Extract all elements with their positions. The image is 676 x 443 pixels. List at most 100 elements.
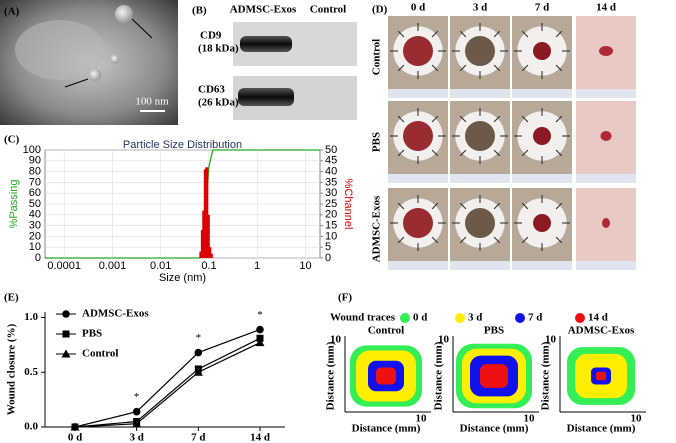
x-axis-label: Size (nm) bbox=[159, 272, 206, 284]
wound-photos: 0 d 3 d 7 d 14 d Control PBS ADMSC-Exos bbox=[371, 2, 636, 270]
suture bbox=[521, 202, 529, 210]
wound bbox=[602, 218, 610, 228]
y-tick-label: 10 bbox=[29, 241, 41, 253]
suture bbox=[431, 202, 439, 210]
suture bbox=[459, 236, 467, 244]
x-tick-label: 10 bbox=[299, 260, 311, 272]
suture bbox=[493, 202, 501, 210]
y2-tick-label: 45 bbox=[325, 155, 337, 167]
wound bbox=[533, 42, 551, 60]
wound bbox=[600, 131, 612, 141]
column-label: 7 d bbox=[535, 2, 549, 14]
suture bbox=[555, 202, 563, 210]
ruler bbox=[450, 89, 510, 98]
bar bbox=[209, 253, 213, 258]
x-tick-label: 7 d bbox=[191, 432, 205, 443]
suture bbox=[493, 236, 501, 244]
marker bbox=[194, 348, 203, 357]
ruler bbox=[576, 174, 636, 183]
suture bbox=[555, 64, 563, 72]
tem-image bbox=[0, 0, 178, 125]
y2-tick-label: 15 bbox=[325, 220, 337, 232]
plot-title: Control bbox=[368, 325, 404, 337]
suture bbox=[493, 64, 501, 72]
bar bbox=[205, 167, 209, 258]
x-axis-label: Distance (mm) bbox=[567, 423, 636, 435]
marker bbox=[255, 338, 265, 347]
y-tick-label: 20 bbox=[29, 230, 41, 242]
wound bbox=[403, 208, 433, 238]
x-tick-label: 1 bbox=[254, 260, 260, 272]
annotation: * bbox=[196, 332, 202, 344]
marker bbox=[70, 422, 80, 431]
suture bbox=[459, 115, 467, 123]
marker bbox=[132, 407, 141, 416]
legend-label: 0 d bbox=[413, 312, 427, 324]
y2-tick-label: 5 bbox=[325, 241, 331, 253]
chart-title: Particle Size Distribution bbox=[123, 139, 242, 151]
marker bbox=[132, 419, 142, 428]
y2-axis-label: %Channel bbox=[342, 179, 354, 230]
panel-label: (F) bbox=[338, 292, 352, 304]
suture bbox=[555, 149, 563, 157]
blot-row: CD9 bbox=[200, 30, 222, 42]
suture bbox=[521, 30, 529, 38]
plot-title: ADMSC-Exos bbox=[568, 325, 635, 337]
y-axis-label: Wound closure (%) bbox=[6, 323, 18, 415]
line bbox=[74, 342, 261, 428]
panel-label: (A) bbox=[4, 6, 20, 18]
y2-tick-label: 10 bbox=[325, 230, 337, 242]
trace bbox=[596, 371, 606, 381]
y2-tick-label: 35 bbox=[325, 176, 337, 188]
legend-label: 14 d bbox=[588, 312, 608, 324]
y-tick-label: 1.0 bbox=[24, 311, 38, 323]
x-tick-label: 10 bbox=[416, 413, 428, 425]
y-tick-label: 0.5 bbox=[24, 366, 38, 378]
blot-row: (18 kDa) bbox=[198, 43, 239, 55]
blot-row: (26 kDa) bbox=[198, 97, 239, 109]
suture bbox=[493, 115, 501, 123]
y-tick-label: 80 bbox=[29, 166, 41, 178]
ruler bbox=[512, 261, 572, 270]
marker bbox=[256, 325, 264, 334]
annotation: * bbox=[134, 391, 140, 403]
legend-label: PBS bbox=[82, 328, 102, 340]
line bbox=[74, 328, 261, 428]
ruler bbox=[450, 261, 510, 270]
suture bbox=[555, 30, 563, 38]
x-tick-label: 0.0001 bbox=[47, 260, 81, 272]
y-tick-label: 100 bbox=[23, 144, 41, 156]
blot-row: CD63 bbox=[198, 84, 225, 96]
suture bbox=[397, 149, 405, 157]
x-tick-label: 0.1 bbox=[201, 260, 216, 272]
y-axis-label: Distance (mm) bbox=[325, 341, 337, 410]
wound bbox=[533, 127, 551, 145]
blot-column: Control bbox=[310, 4, 346, 16]
wound bbox=[533, 214, 551, 232]
bar bbox=[208, 247, 212, 258]
plot-title: PBS bbox=[484, 325, 504, 337]
photo bbox=[576, 101, 636, 183]
trace bbox=[376, 367, 396, 385]
y-axis-label: Distance (mm) bbox=[433, 341, 445, 410]
ruler bbox=[512, 89, 572, 98]
panel-label: (C) bbox=[4, 134, 20, 146]
marker bbox=[62, 330, 70, 338]
suture bbox=[521, 149, 529, 157]
photo bbox=[576, 16, 636, 98]
x-axis-label: Distance (mm) bbox=[352, 423, 421, 435]
legend-title: Wound traces bbox=[330, 312, 396, 324]
row-label: ADMSC-Exos bbox=[371, 195, 383, 262]
y-axis-label: %Passing bbox=[8, 180, 20, 229]
wound bbox=[465, 121, 495, 151]
annotation: * bbox=[257, 309, 263, 321]
suture bbox=[555, 236, 563, 244]
line bbox=[74, 337, 261, 428]
y-tick-label: 10 bbox=[438, 334, 450, 346]
ruler bbox=[512, 174, 572, 183]
y-tick-label: 50 bbox=[29, 198, 41, 210]
suture bbox=[431, 236, 439, 244]
ruler bbox=[450, 174, 510, 183]
